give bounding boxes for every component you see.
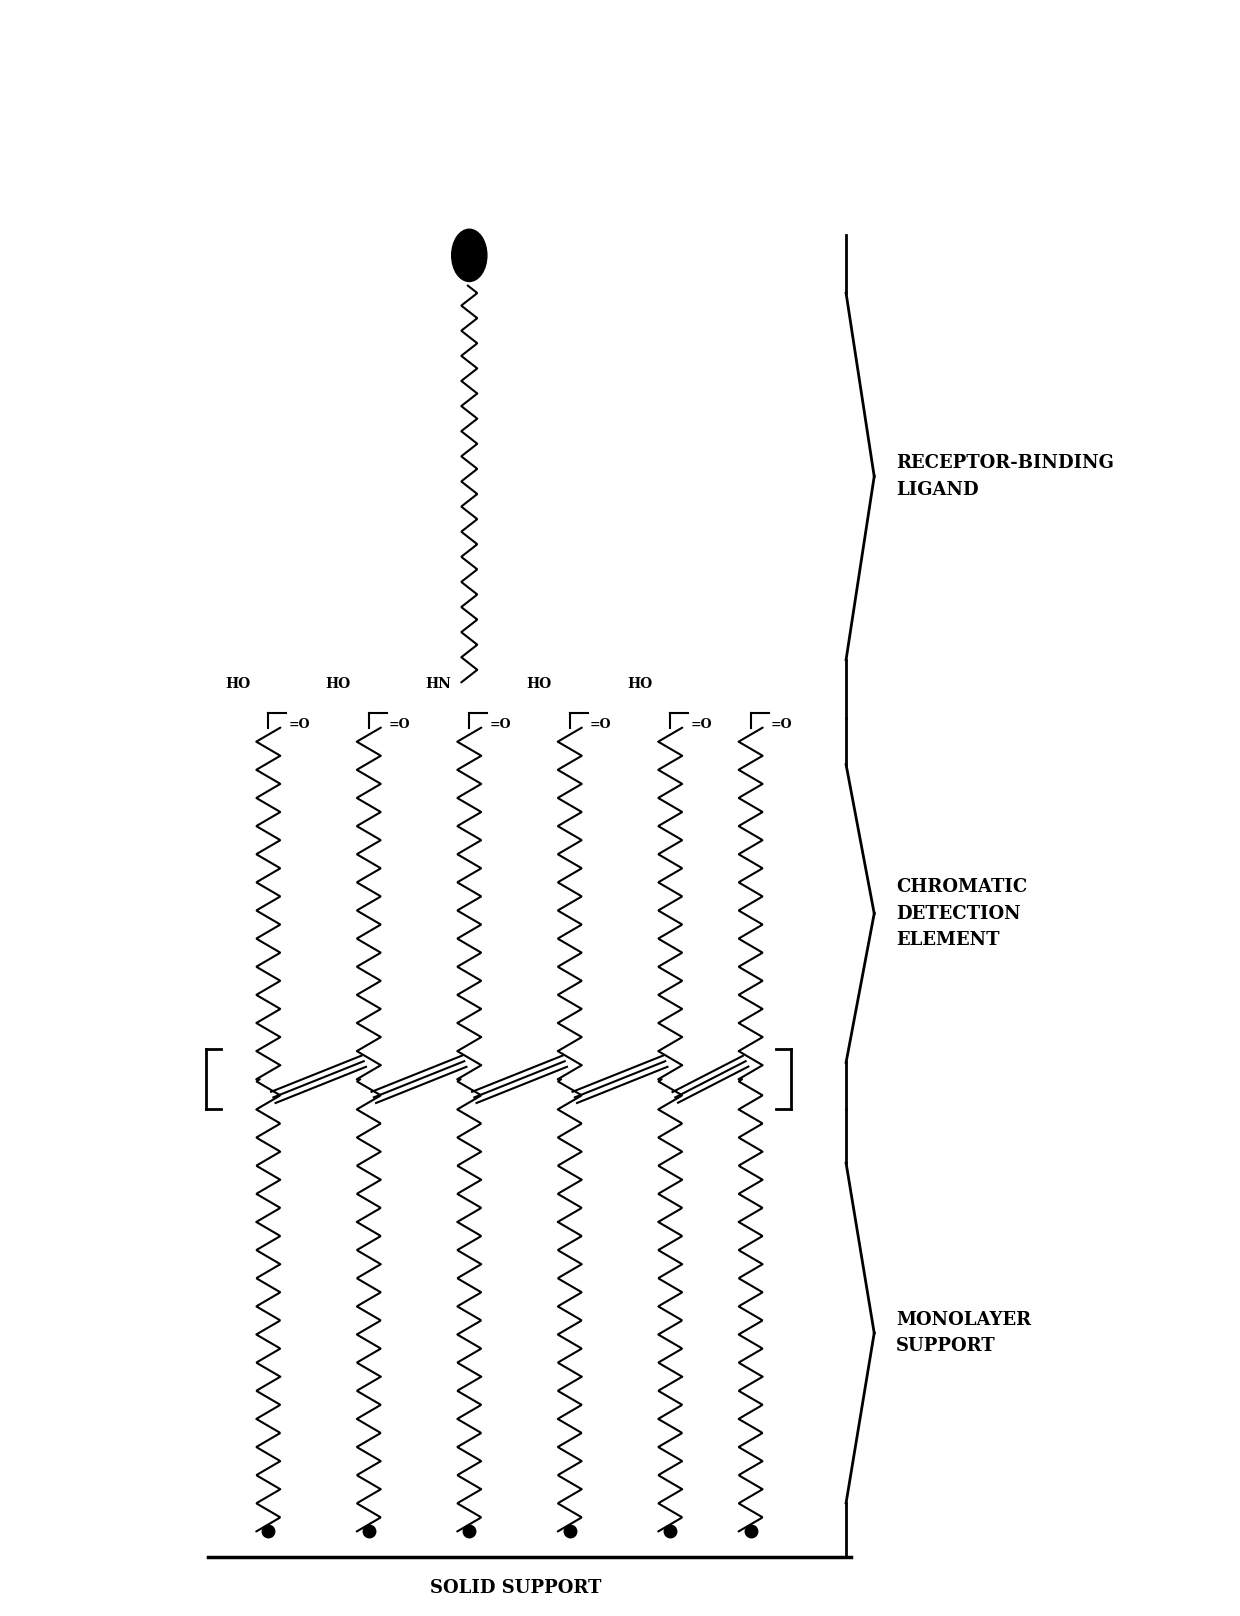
Text: MONOLAYER
SUPPORT: MONOLAYER SUPPORT <box>897 1311 1032 1356</box>
Text: HN: HN <box>425 677 451 692</box>
Text: HO: HO <box>527 677 552 692</box>
Text: =O: =O <box>771 718 792 730</box>
Text: =O: =O <box>490 718 511 730</box>
Text: HO: HO <box>224 677 250 692</box>
Text: RECEPTOR-BINDING
LIGAND: RECEPTOR-BINDING LIGAND <box>897 454 1115 499</box>
Text: HO: HO <box>627 677 652 692</box>
Text: =O: =O <box>691 718 712 730</box>
Text: CHROMATIC
DETECTION
ELEMENT: CHROMATIC DETECTION ELEMENT <box>897 877 1028 949</box>
Text: =O: =O <box>590 718 611 730</box>
Text: =O: =O <box>289 718 310 730</box>
Text: SOLID SUPPORT: SOLID SUPPORT <box>430 1579 601 1597</box>
Ellipse shape <box>451 229 487 281</box>
Text: HO: HO <box>325 677 351 692</box>
Text: =O: =O <box>389 718 410 730</box>
